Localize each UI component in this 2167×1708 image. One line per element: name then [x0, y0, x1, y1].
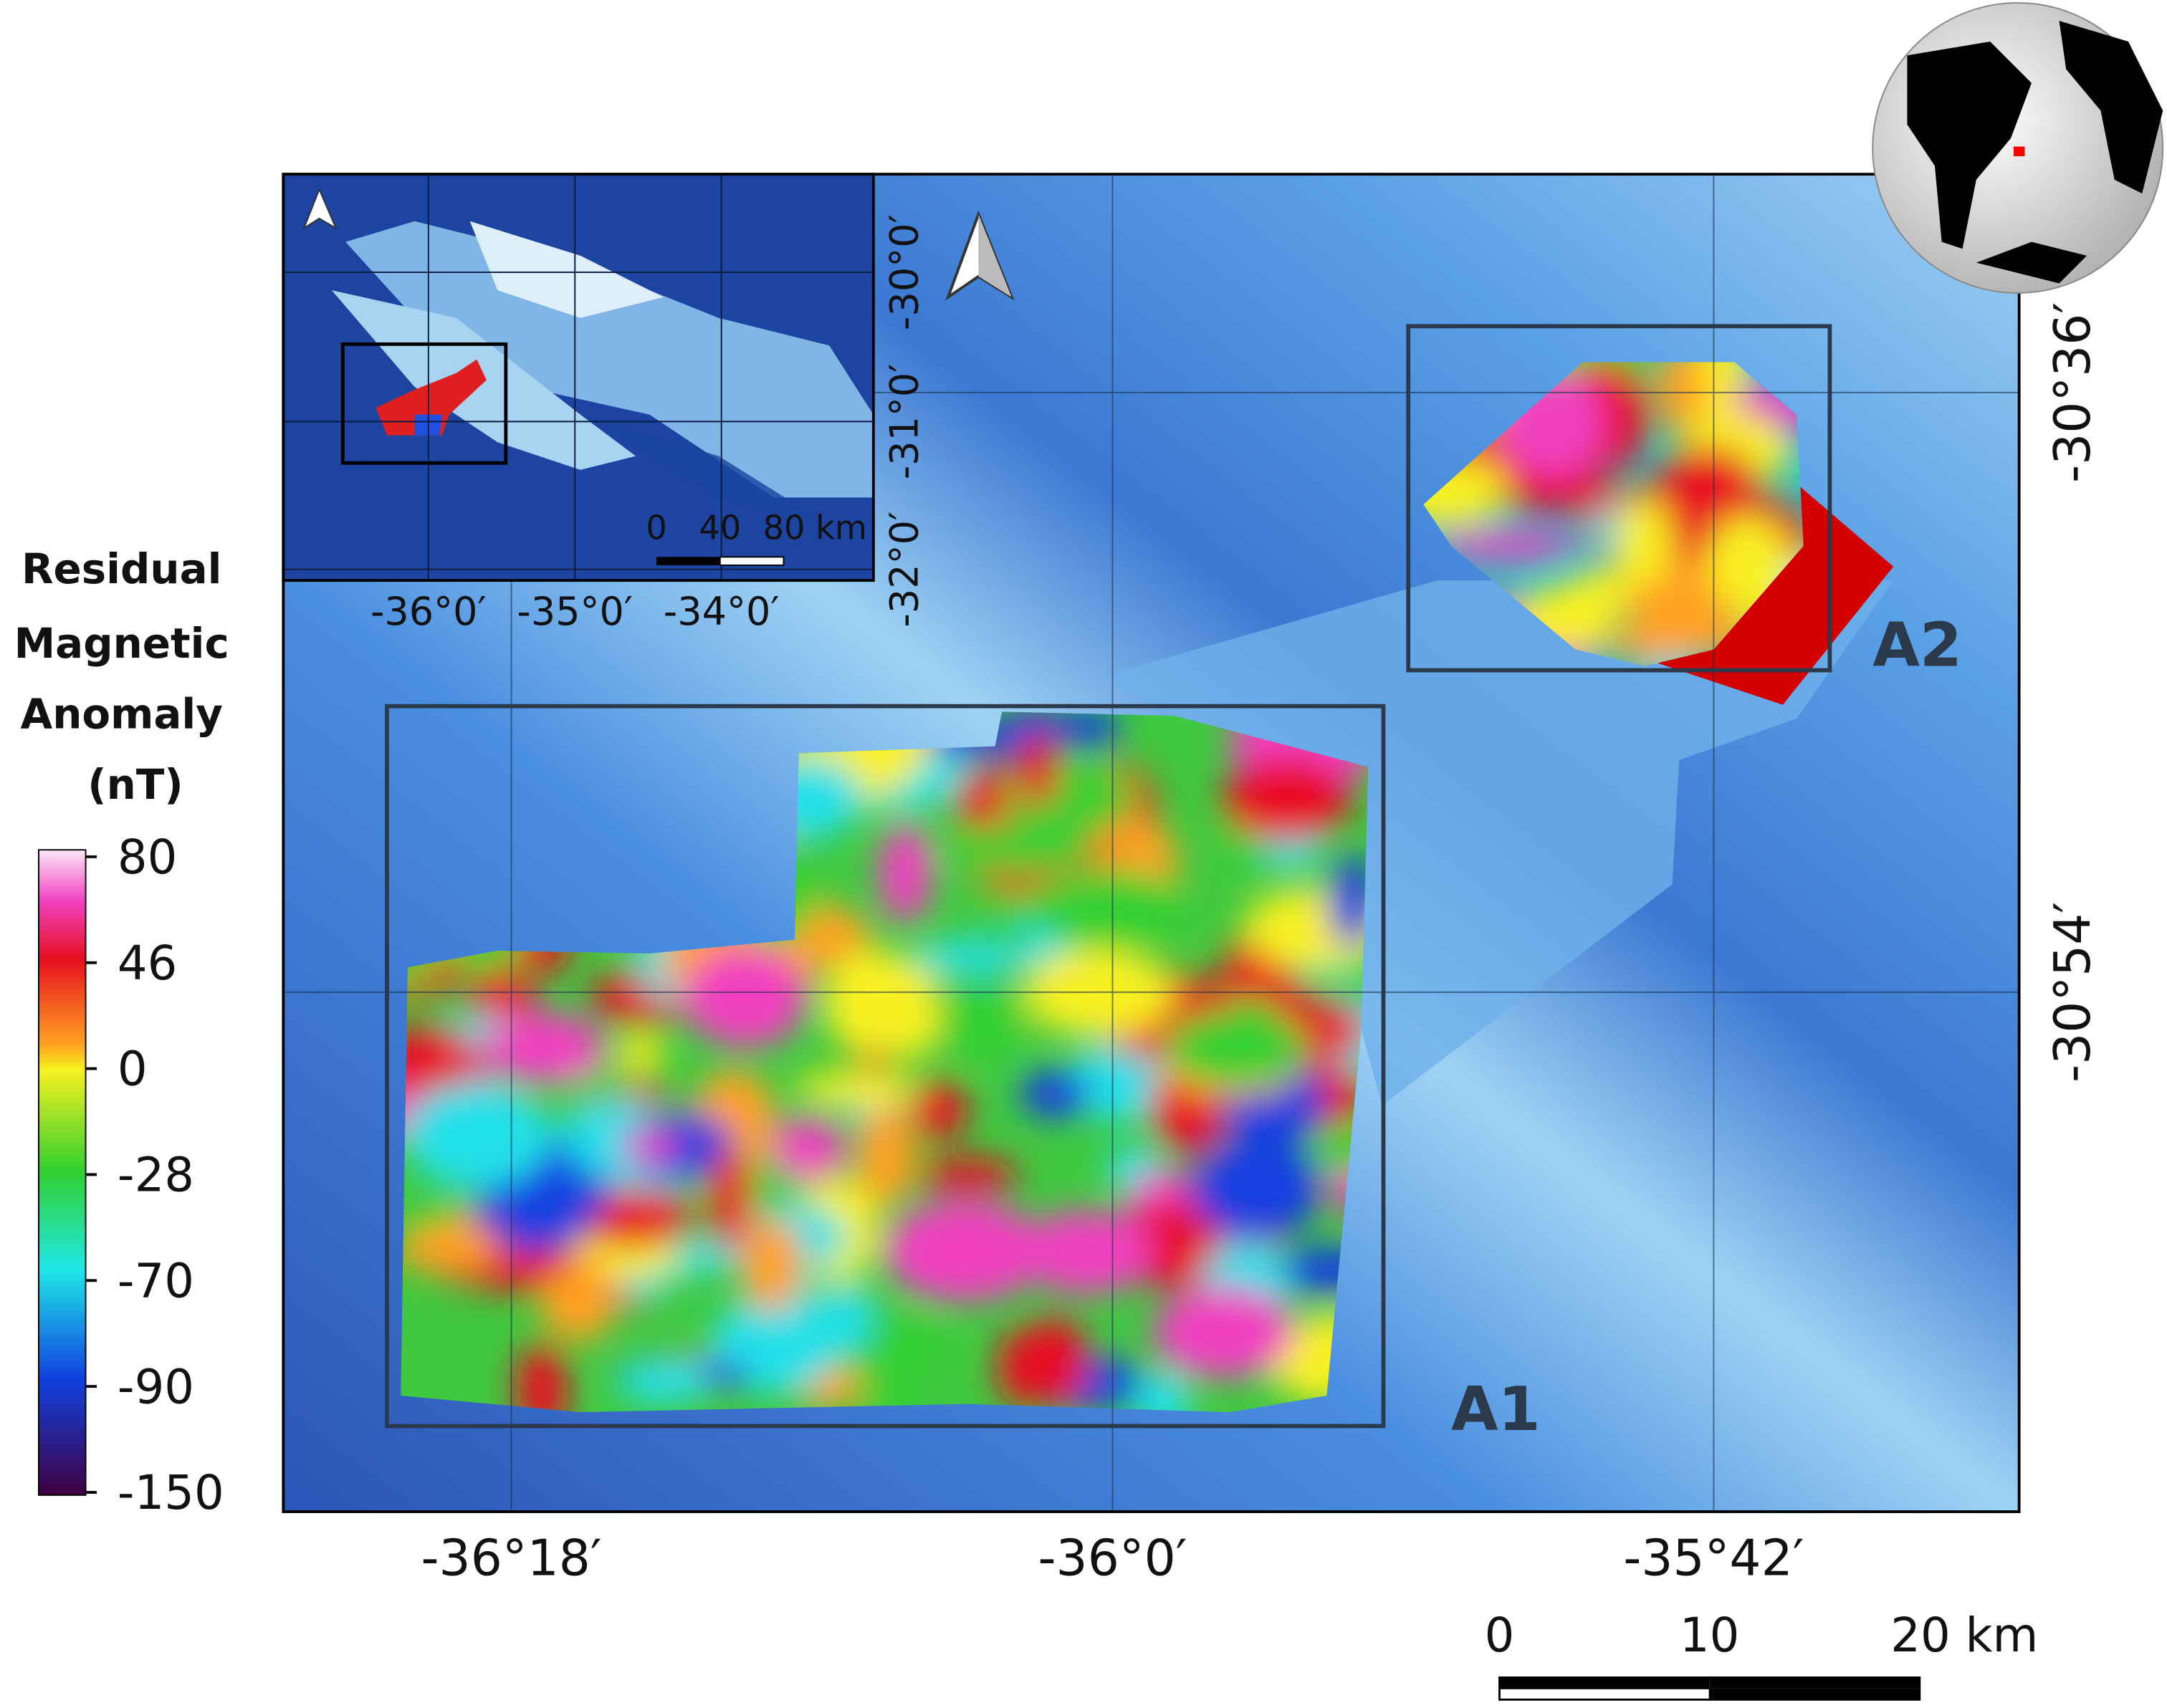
anomaly-blob	[569, 1120, 626, 1174]
x-axis-label: -36°18′	[421, 1530, 602, 1588]
anomaly-blob	[934, 825, 1096, 873]
anomaly-blob	[1048, 711, 1121, 747]
anomaly-blob	[684, 947, 808, 1048]
inset-y-label: -32°0′	[882, 512, 927, 628]
inset-x-label: -35°0′	[517, 589, 633, 634]
scale-label: 20 km	[1890, 1608, 2038, 1663]
anomaly-blob	[1020, 873, 1185, 941]
anomaly-blob	[912, 939, 1032, 975]
colorbar-tick-label: 0	[118, 1042, 148, 1097]
anomaly-blob	[1152, 1287, 1295, 1378]
colorbar-title: Magnetic	[14, 619, 229, 668]
anomaly-blob	[1256, 1247, 1369, 1294]
colorbar-tick-label: 80	[118, 830, 177, 885]
anomaly-blob	[1134, 1370, 1191, 1413]
inset-x-label: -36°0′	[370, 589, 487, 634]
anomaly-blob	[823, 949, 924, 1055]
colorbar-title: Anomaly	[20, 690, 223, 739]
colorbar-tick-label: -150	[118, 1466, 224, 1520]
scale-label: 0	[1485, 1608, 1515, 1663]
anomaly-blob	[910, 1080, 968, 1141]
x-axis-label: -36°0′	[1038, 1530, 1187, 1588]
anomaly-blob	[1020, 1209, 1153, 1295]
anomaly-blob	[403, 1082, 550, 1189]
anomaly-blob	[1432, 529, 1580, 560]
anomaly-blob	[1657, 446, 1759, 524]
scale-bar	[1498, 1676, 1921, 1701]
anomaly-blob	[539, 1255, 617, 1342]
inset-map	[282, 173, 875, 582]
anomaly-blob	[884, 1200, 1046, 1302]
anomaly-blob	[483, 1012, 607, 1083]
inset-scale-label: 0	[646, 508, 666, 547]
anomaly-blob	[997, 1327, 1050, 1408]
y-axis-label: -30°36′	[2044, 302, 2102, 483]
colorbar-tick-label: -70	[118, 1254, 194, 1308]
anomaly-blob	[871, 1368, 916, 1413]
colorbar-tick-label: -28	[118, 1148, 194, 1203]
colorbar	[38, 849, 87, 1496]
colorbar-title: Residual	[21, 544, 221, 593]
scale-label: 10	[1680, 1608, 1739, 1663]
anomaly-blob	[616, 1361, 712, 1404]
area-label: A1	[1451, 1374, 1541, 1445]
map-frame	[282, 173, 2021, 1513]
inset-x-label: -34°0′	[664, 589, 780, 634]
anomaly-blob	[917, 1157, 1020, 1193]
anomaly-blob	[616, 1033, 666, 1072]
colorbar-tick-label: -90	[118, 1360, 194, 1414]
anomaly-blob	[740, 1218, 803, 1312]
anomaly-blob	[1164, 1011, 1309, 1087]
anomaly-blob	[493, 1223, 579, 1253]
x-axis-label: -35°42′	[1623, 1530, 1804, 1588]
anomaly-blob	[937, 986, 1026, 1059]
colorbar-tick-label: 46	[118, 936, 177, 991]
anomaly-blob	[1066, 1043, 1174, 1123]
y-axis-label: -30°54′	[2044, 902, 2102, 1083]
anomaly-blob	[1615, 498, 1673, 586]
area-label: A2	[1872, 610, 1962, 681]
anomaly-blob	[619, 1131, 679, 1162]
globe	[1872, 2, 2164, 294]
colorbar-title: (nT)	[87, 760, 183, 809]
inset-scale-label: 80 km	[763, 508, 867, 547]
anomaly-blob	[467, 968, 537, 1029]
anomaly-blob	[1190, 1136, 1322, 1240]
inset-y-label: -30°0′	[882, 214, 927, 330]
anomaly-blob	[626, 1112, 736, 1181]
anomaly-blob	[1221, 757, 1352, 842]
anomaly-blob	[1020, 1070, 1091, 1118]
anomaly-blob	[878, 822, 932, 923]
anomaly-blob	[1017, 732, 1060, 808]
anomaly-blob	[1656, 362, 1706, 433]
anomaly-blob	[515, 1342, 568, 1413]
anomaly-blob	[401, 1224, 497, 1272]
anomaly-blob	[1498, 477, 1610, 512]
anomaly-blob	[793, 1070, 920, 1107]
anomaly-blob	[707, 1148, 752, 1251]
anomaly-blob	[856, 1104, 916, 1207]
inset-scale-label: 40	[699, 508, 741, 547]
inset-y-label: -31°0′	[882, 363, 927, 479]
anomaly-blob	[772, 1116, 846, 1181]
main-map	[283, 174, 2019, 1512]
